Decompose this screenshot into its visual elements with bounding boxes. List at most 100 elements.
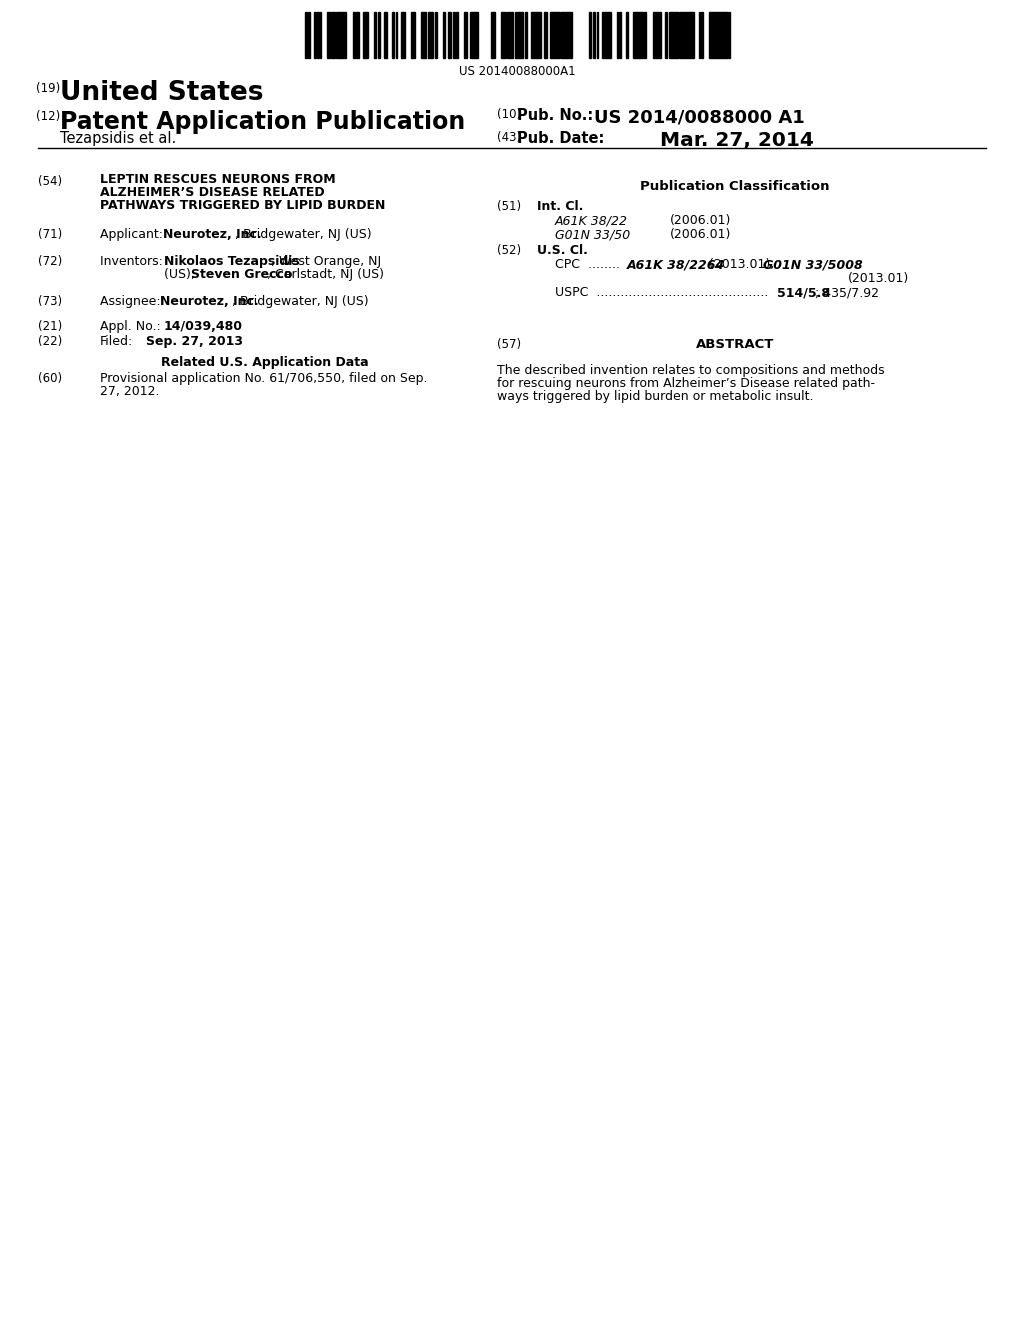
Text: (21): (21) bbox=[38, 319, 62, 333]
Text: , Bridgewater, NJ (US): , Bridgewater, NJ (US) bbox=[232, 294, 369, 308]
Text: 514/5.8: 514/5.8 bbox=[777, 286, 830, 300]
Bar bbox=[671, 12, 672, 58]
Bar bbox=[522, 12, 523, 58]
Text: United States: United States bbox=[60, 81, 263, 106]
Bar bbox=[374, 12, 376, 58]
Bar bbox=[432, 12, 433, 58]
Bar bbox=[428, 12, 432, 58]
Text: A61K 38/22: A61K 38/22 bbox=[555, 214, 628, 227]
Bar bbox=[393, 12, 394, 58]
Text: (72): (72) bbox=[38, 255, 62, 268]
Bar bbox=[470, 12, 474, 58]
Bar bbox=[724, 12, 725, 58]
Bar bbox=[685, 12, 689, 58]
Bar bbox=[679, 12, 681, 58]
Bar bbox=[593, 12, 595, 58]
Bar bbox=[424, 12, 426, 58]
Bar bbox=[713, 12, 715, 58]
Text: Related U.S. Application Data: Related U.S. Application Data bbox=[161, 356, 369, 370]
Bar bbox=[530, 12, 531, 58]
Bar bbox=[537, 12, 541, 58]
Bar bbox=[366, 12, 369, 58]
Bar bbox=[561, 12, 562, 58]
Bar bbox=[319, 12, 321, 58]
Bar bbox=[655, 12, 658, 58]
Text: Filed:: Filed: bbox=[100, 335, 133, 348]
Bar bbox=[453, 12, 455, 58]
Text: Tezapsidis et al.: Tezapsidis et al. bbox=[60, 131, 176, 147]
Bar bbox=[604, 12, 605, 58]
Text: (2006.01): (2006.01) bbox=[670, 228, 731, 242]
Text: (51): (51) bbox=[497, 201, 521, 213]
Text: ALZHEIMER’S DISEASE RELATED: ALZHEIMER’S DISEASE RELATED bbox=[100, 186, 325, 199]
Text: (71): (71) bbox=[38, 228, 62, 242]
Bar bbox=[504, 12, 506, 58]
Text: LEPTIN RESCUES NEURONS FROM: LEPTIN RESCUES NEURONS FROM bbox=[100, 173, 336, 186]
Bar bbox=[396, 12, 397, 58]
Bar bbox=[725, 12, 728, 58]
Bar bbox=[502, 12, 504, 58]
Bar bbox=[653, 12, 655, 58]
Text: PATHWAYS TRIGGERED BY LIPID BURDEN: PATHWAYS TRIGGERED BY LIPID BURDEN bbox=[100, 199, 385, 213]
Bar bbox=[637, 12, 639, 58]
Text: , Carlstadt, NJ (US): , Carlstadt, NJ (US) bbox=[267, 268, 384, 281]
Bar bbox=[669, 12, 671, 58]
Bar bbox=[605, 12, 609, 58]
Bar bbox=[392, 12, 393, 58]
Bar bbox=[305, 12, 307, 58]
Text: (57): (57) bbox=[497, 338, 521, 351]
Text: (60): (60) bbox=[38, 372, 62, 385]
Bar bbox=[343, 12, 346, 58]
Text: G01N 33/5008: G01N 33/5008 bbox=[763, 257, 863, 271]
Text: (2013.01): (2013.01) bbox=[848, 272, 909, 285]
Text: (2013.01);: (2013.01); bbox=[705, 257, 778, 271]
Bar bbox=[447, 12, 449, 58]
Bar bbox=[308, 12, 310, 58]
Bar bbox=[332, 12, 333, 58]
Text: 27, 2012.: 27, 2012. bbox=[100, 385, 160, 399]
Text: (2006.01): (2006.01) bbox=[670, 214, 731, 227]
Bar bbox=[401, 12, 404, 58]
Bar bbox=[545, 12, 547, 58]
Text: USPC  ...........................................: USPC ...................................… bbox=[555, 286, 768, 300]
Bar bbox=[442, 12, 444, 58]
Text: Inventors:: Inventors: bbox=[100, 255, 167, 268]
Text: (19): (19) bbox=[36, 82, 60, 95]
Bar bbox=[626, 12, 627, 58]
Bar bbox=[617, 12, 618, 58]
Bar bbox=[551, 12, 553, 58]
Bar bbox=[378, 12, 380, 58]
Bar bbox=[658, 12, 662, 58]
Bar bbox=[422, 12, 424, 58]
Text: Mar. 27, 2014: Mar. 27, 2014 bbox=[660, 131, 814, 150]
Bar bbox=[521, 12, 522, 58]
Bar bbox=[544, 12, 545, 58]
Text: ways triggered by lipid burden or metabolic insult.: ways triggered by lipid burden or metabo… bbox=[497, 389, 813, 403]
Text: Patent Application Publication: Patent Application Publication bbox=[60, 110, 465, 135]
Bar bbox=[353, 12, 354, 58]
Text: Pub. No.:: Pub. No.: bbox=[517, 108, 593, 123]
Text: Pub. Date:: Pub. Date: bbox=[517, 131, 604, 147]
Bar bbox=[677, 12, 678, 58]
Bar bbox=[692, 12, 694, 58]
Text: A61K 38/2264: A61K 38/2264 bbox=[627, 257, 725, 271]
Text: (12): (12) bbox=[36, 110, 60, 123]
Bar bbox=[620, 12, 621, 58]
Text: The described invention relates to compositions and methods: The described invention relates to compo… bbox=[497, 364, 885, 378]
Text: Publication Classification: Publication Classification bbox=[640, 180, 829, 193]
Bar bbox=[665, 12, 667, 58]
Text: Nikolaos Tezapsidis: Nikolaos Tezapsidis bbox=[164, 255, 300, 268]
Text: (54): (54) bbox=[38, 176, 62, 187]
Bar bbox=[336, 12, 340, 58]
Bar bbox=[476, 12, 478, 58]
Bar bbox=[509, 12, 510, 58]
Bar bbox=[567, 12, 569, 58]
Text: , West Orange, NJ: , West Orange, NJ bbox=[271, 255, 381, 268]
Text: US 2014/0088000 A1: US 2014/0088000 A1 bbox=[594, 108, 805, 125]
Bar bbox=[475, 12, 476, 58]
Text: (52): (52) bbox=[497, 244, 521, 257]
Text: Neurotez, Inc.: Neurotez, Inc. bbox=[160, 294, 259, 308]
Bar bbox=[510, 12, 513, 58]
Bar bbox=[327, 12, 329, 58]
Bar bbox=[562, 12, 563, 58]
